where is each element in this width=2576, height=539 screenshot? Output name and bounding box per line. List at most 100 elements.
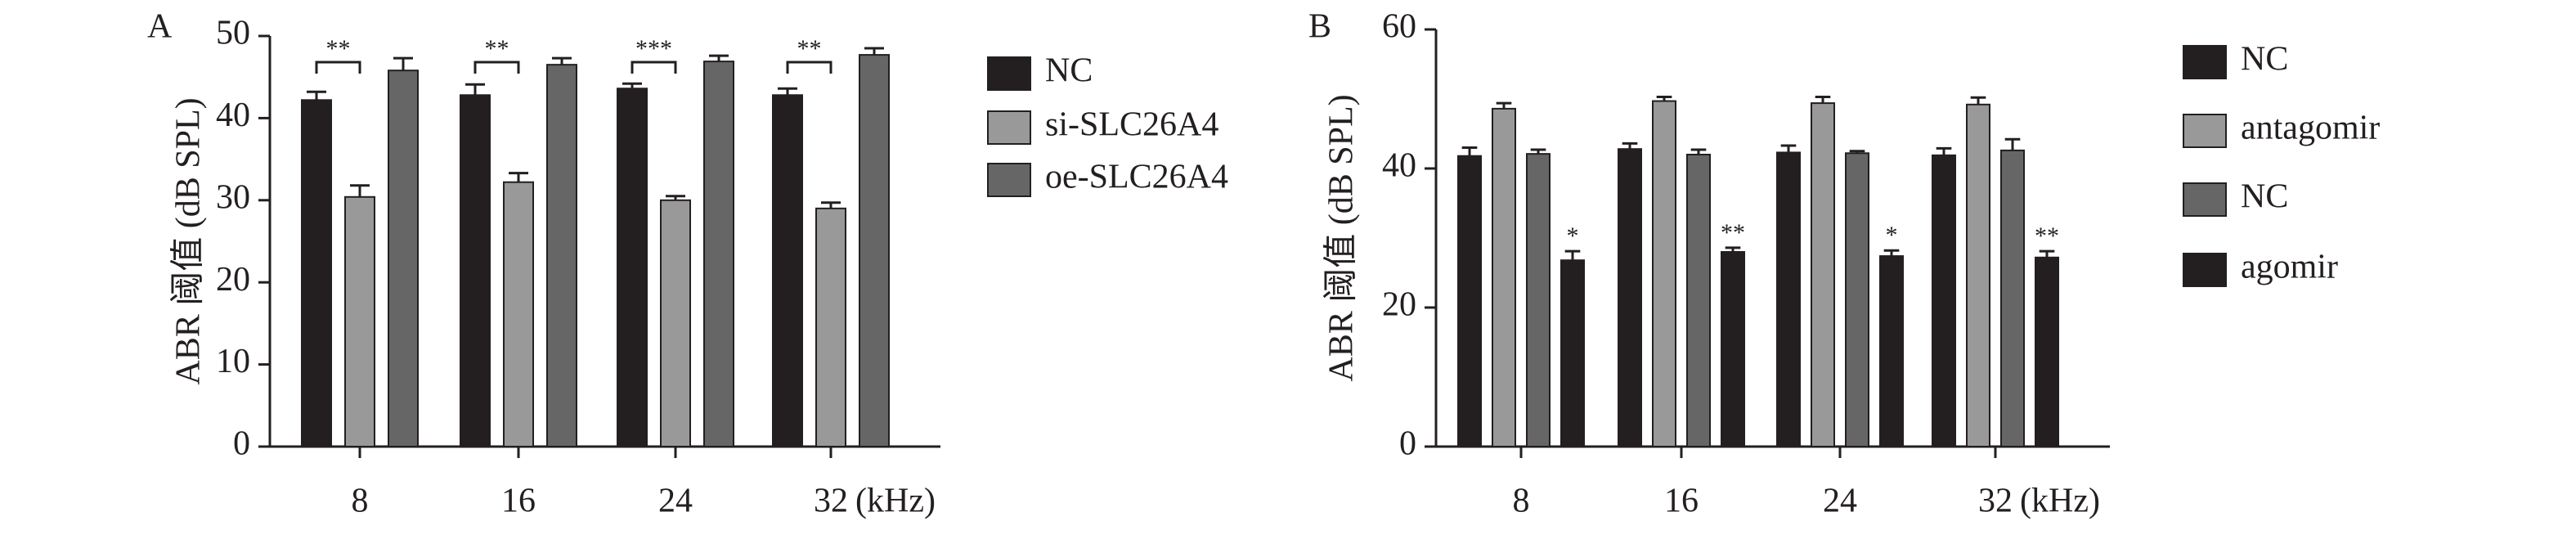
legend-swatch <box>987 56 1031 91</box>
y-tick-label: 30 <box>216 178 250 216</box>
bar <box>344 195 375 447</box>
x-tick-label: 32 <box>814 483 848 520</box>
y-tick-label: 40 <box>1382 147 1416 185</box>
significance-label: *** <box>635 35 672 62</box>
significance-label: * <box>1567 222 1579 249</box>
error-bar <box>307 90 326 101</box>
legend-label: NC <box>2241 41 2288 79</box>
bar <box>859 54 890 447</box>
error-bar <box>2004 137 2021 150</box>
error-bar <box>1970 96 1986 105</box>
bar <box>617 88 648 447</box>
legend-label: oe-SLC26A4 <box>1045 159 1228 196</box>
legend-swatch <box>987 163 1031 197</box>
bar <box>772 94 803 448</box>
y-tick-label: 20 <box>216 261 250 299</box>
significance-label: ** <box>797 35 822 62</box>
error-bar <box>1725 246 1741 252</box>
error-bar <box>2039 249 2055 258</box>
x-tick-label: 8 <box>352 483 369 520</box>
bar <box>2035 256 2059 447</box>
bar <box>1618 148 1642 447</box>
x-tick-label: 16 <box>501 483 536 520</box>
error-bar <box>393 56 413 71</box>
significance-label: ** <box>1721 219 1745 246</box>
significance-bracket <box>786 61 832 74</box>
bar <box>703 61 734 448</box>
significance-label: ** <box>326 35 351 62</box>
legend-swatch <box>2183 45 2227 79</box>
legend-label: si-SLC26A4 <box>1045 106 1218 144</box>
bar <box>1879 255 1904 447</box>
legend-label: NC <box>2241 178 2288 216</box>
error-bar <box>864 47 884 56</box>
bar <box>1966 103 1990 448</box>
y-tick-label: 20 <box>1382 286 1416 324</box>
legend-label: NC <box>1045 52 1093 90</box>
bar <box>388 70 419 447</box>
significance-bracket <box>631 61 677 74</box>
error-bar <box>1883 249 1900 257</box>
x-axis-label: (kHz) <box>2020 483 2100 520</box>
legend-swatch <box>2183 182 2227 217</box>
error-bar <box>1656 95 1672 101</box>
bar <box>1457 155 1482 447</box>
error-bar <box>1622 141 1638 150</box>
bar <box>546 64 577 447</box>
error-bar <box>821 201 841 209</box>
error-bar <box>1530 148 1546 155</box>
bar <box>503 181 534 447</box>
error-bar <box>1780 144 1797 153</box>
bar <box>301 99 332 447</box>
y-tick-label: 0 <box>1399 425 1416 463</box>
significance-bracket <box>473 61 520 74</box>
legend-label: agomir <box>2241 249 2338 286</box>
bar <box>460 94 491 448</box>
error-bar <box>1849 150 1865 154</box>
x-tick-label: 24 <box>658 483 693 520</box>
bar <box>1845 152 1869 448</box>
legend-swatch <box>2183 253 2227 287</box>
y-tick-label: 60 <box>1382 8 1416 46</box>
legend-swatch <box>987 110 1031 145</box>
significance-label: ** <box>2035 222 2059 249</box>
significance-label: * <box>1886 222 1898 249</box>
error-bar <box>1564 249 1581 261</box>
bar <box>1492 107 1516 447</box>
error-bar <box>622 82 642 89</box>
bar <box>1526 153 1551 447</box>
error-bar <box>666 195 685 200</box>
y-tick-label: 50 <box>216 15 250 52</box>
y-tick-label: 10 <box>216 343 250 380</box>
error-bar <box>1461 146 1478 156</box>
bar <box>1721 251 1745 447</box>
y-tick-label: 0 <box>233 425 250 463</box>
bar <box>1652 100 1676 448</box>
error-bar <box>552 56 572 65</box>
x-tick-label: 8 <box>1513 483 1530 520</box>
error-bar <box>1496 101 1512 109</box>
x-tick-label: 32 <box>1978 483 2013 520</box>
bar <box>1560 259 1585 448</box>
bar <box>1776 151 1801 447</box>
bar <box>2000 149 2025 447</box>
y-tick-label: 40 <box>216 97 250 134</box>
error-bar <box>1690 148 1707 155</box>
bar <box>1686 154 1711 447</box>
bar <box>815 207 846 447</box>
legend-label: antagomir <box>2241 110 2380 147</box>
x-tick-label: 16 <box>1664 483 1699 520</box>
bar <box>1811 102 1835 447</box>
error-bar <box>709 54 729 62</box>
bar <box>1932 154 1956 447</box>
error-bar <box>465 83 485 96</box>
legend-swatch <box>2183 114 2227 148</box>
x-tick-label: 24 <box>1823 483 1857 520</box>
error-bar <box>1815 95 1831 104</box>
error-bar <box>778 87 797 96</box>
panel-label: B <box>1308 8 1331 46</box>
error-bar <box>509 172 528 182</box>
bar <box>660 199 691 448</box>
significance-bracket <box>315 61 361 74</box>
